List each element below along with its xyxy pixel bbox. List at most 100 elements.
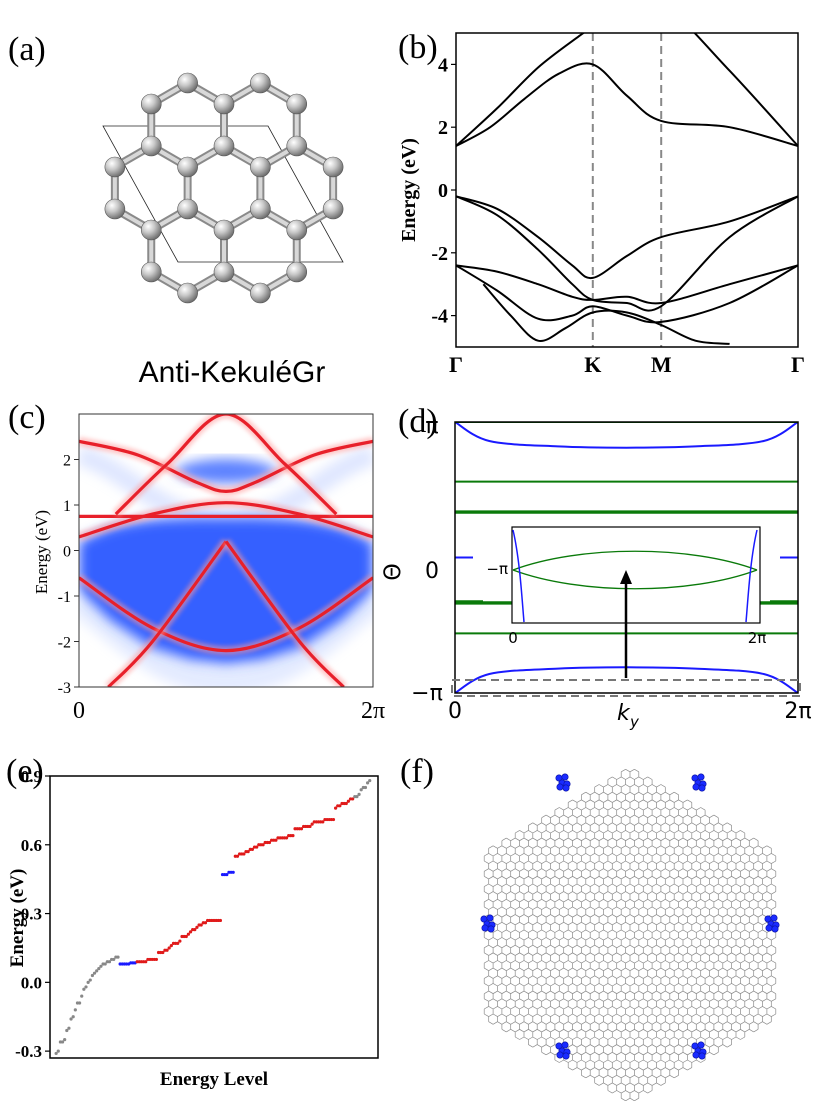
corner-state-blob	[562, 784, 570, 792]
energy-level-point	[186, 932, 190, 936]
energy-level-point	[65, 1028, 69, 1033]
atom	[250, 156, 271, 178]
energy-level-point	[334, 806, 338, 810]
energy-level-point	[195, 925, 199, 929]
band-line	[482, 283, 730, 345]
flake-lattice	[483, 768, 777, 1101]
corner-state-blob	[556, 783, 564, 791]
energy-level-point	[199, 923, 203, 927]
corner-state-blob	[487, 925, 495, 933]
bulk-pocket	[174, 458, 278, 484]
atom	[250, 72, 271, 94]
atom	[322, 156, 344, 178]
ytick-label: -2	[431, 243, 448, 265]
panel-d-ytick-pi: π	[425, 414, 438, 439]
edge-state-line	[224, 540, 345, 687]
inset-arrowhead	[620, 570, 632, 584]
atom	[286, 261, 308, 283]
panel-f-label: (f)	[400, 753, 434, 790]
energy-level-point	[165, 948, 169, 952]
corner-state-blob	[765, 924, 773, 932]
corner-states	[480, 773, 780, 1060]
atom	[213, 261, 235, 283]
atom	[286, 93, 308, 115]
energy-level-point	[308, 824, 312, 829]
energy-level-point	[67, 1026, 71, 1030]
inset-curves	[512, 529, 758, 623]
ytick-label: 0	[438, 180, 448, 202]
energy-level-point	[60, 1040, 65, 1044]
energy-level-point	[112, 957, 116, 962]
atom	[177, 198, 198, 220]
energy-level-point	[346, 799, 350, 803]
band-line	[456, 62, 798, 147]
energy-level-point	[366, 781, 370, 785]
panel-d-ytick-0: 0	[425, 559, 439, 584]
energy-level-point	[355, 795, 359, 799]
panel-a-label: (a)	[8, 31, 46, 68]
energy-level-point	[176, 941, 180, 945]
band-line	[456, 195, 798, 280]
panel-d-highlight-box	[451, 679, 801, 697]
energy-level-point	[267, 840, 272, 845]
panel-e-axes: -0.3 0.0 0.3 0.6 0.9	[15, 767, 50, 1061]
ytick-label: -0.3	[15, 1042, 42, 1061]
ytick-label: 4	[438, 54, 448, 76]
ytick-label: 0.6	[21, 836, 42, 855]
energy-level-point	[73, 1008, 77, 1012]
panel-e-ylabel: Energy (eV)	[7, 869, 28, 968]
panel-c-spectral-map	[79, 414, 373, 687]
panel-c-ylabel: Energy (eV)	[32, 510, 51, 594]
energy-level-point	[169, 944, 173, 948]
panel-d-inset: −π 0 2π	[486, 526, 767, 647]
energy-level-point	[351, 797, 355, 801]
panel-b-bands	[456, 33, 798, 345]
energy-level-point	[161, 950, 165, 955]
inset-blue	[745, 529, 758, 623]
edge-state-line	[79, 576, 373, 653]
energy-level-point	[88, 978, 92, 982]
atom	[177, 156, 198, 178]
panel-d-label: (d)	[398, 403, 438, 440]
atom	[250, 198, 271, 220]
panel-b-ylabel: Energy (eV)	[398, 138, 420, 242]
energy-level-point	[178, 939, 182, 943]
inset-xtick-1: 2π	[748, 629, 767, 647]
energy-level-point	[250, 847, 254, 851]
corner-state-blob	[697, 1041, 705, 1049]
energy-level-point	[193, 928, 197, 932]
xtick-label: K	[584, 352, 601, 377]
corner-state-blob	[697, 773, 705, 781]
energy-level-point	[235, 854, 240, 858]
ytick-label: 0.0	[21, 973, 42, 992]
energy-level-point	[291, 834, 295, 838]
edge-state-line	[114, 414, 338, 516]
panel-e: (e) -0.3 0.0 0.3 0.6 0.9 Energy (eV) Energy …	[6, 753, 379, 1090]
energy-level-point	[69, 1017, 73, 1021]
energy-level-point	[261, 843, 265, 847]
panel-d-xtick-0: 0	[448, 699, 462, 724]
inset-band	[512, 569, 758, 590]
svg-text:k: k	[617, 701, 631, 726]
ytick-label: 0	[63, 544, 71, 561]
energy-level-point	[218, 918, 222, 923]
edge-state-line	[107, 540, 228, 687]
bulk-band-faint	[79, 589, 373, 687]
wannier-band	[455, 422, 798, 449]
panel-d-frame	[454, 421, 799, 694]
ytick-label: 2	[438, 117, 448, 139]
inset-ytick: −π	[486, 560, 508, 578]
energy-level-point	[246, 850, 250, 854]
inset-xtick-0: 0	[508, 629, 518, 647]
energy-level-point	[54, 1051, 58, 1056]
panel-c-label: (c)	[8, 399, 46, 436]
panel-e-label: (e)	[6, 753, 44, 790]
corner-state-blob	[692, 783, 700, 791]
band-line	[456, 264, 798, 324]
panel-a: (a) Anti-KekuléGr	[8, 31, 344, 389]
atom	[140, 219, 162, 241]
ytick-label: 0.9	[21, 767, 42, 786]
xtick-label: M	[651, 352, 672, 377]
panel-f: (f)	[400, 753, 780, 1101]
